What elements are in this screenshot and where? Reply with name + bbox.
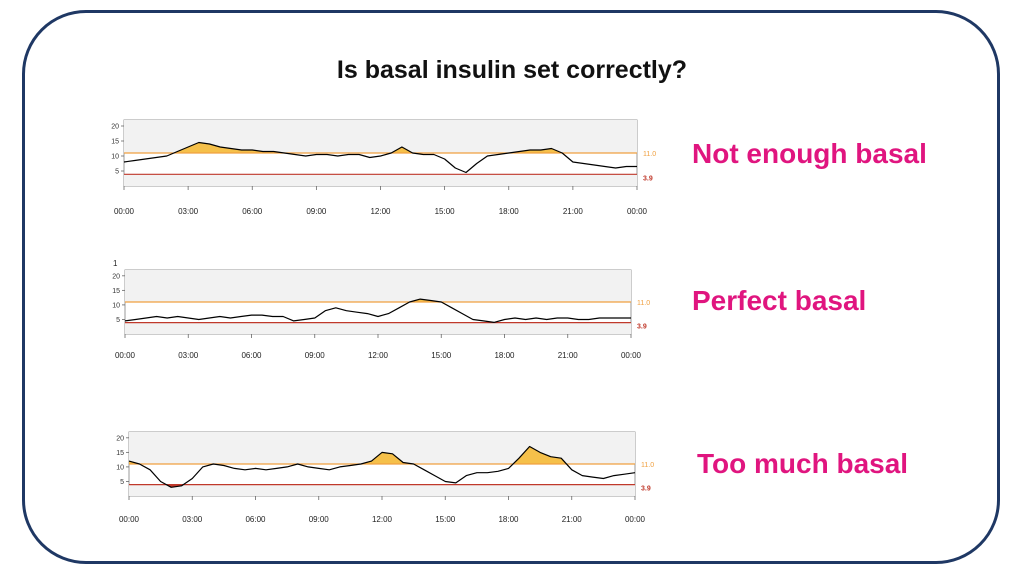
y-tick-label: 20 [112, 273, 120, 280]
caption-not-enough-basal: Not enough basal [692, 138, 927, 169]
upper-target-label: 11.0 [643, 151, 656, 158]
y-tick-label: 20 [116, 435, 124, 442]
x-tick-label: 21:00 [558, 351, 579, 360]
glucose-trace [124, 298, 631, 323]
lower-target-label: 3.9 [643, 175, 653, 182]
y-tick-label: 5 [115, 169, 119, 176]
y-tick-label: 5 [116, 317, 120, 324]
x-tick-label: 03:00 [182, 515, 203, 524]
upper-target-label: 11.0 [637, 300, 650, 307]
y-tick-label: 10 [116, 464, 124, 471]
x-tick-label: 00:00 [119, 515, 140, 524]
x-tick-label: 00:00 [625, 515, 646, 524]
high-band-2 [125, 270, 631, 302]
x-tick-label: 00:00 [621, 351, 642, 360]
glucose-trace [123, 141, 637, 174]
caption-perfect-basal: Perfect basal [692, 285, 867, 316]
y-tick-label: 5 [120, 479, 124, 486]
corner-label: 1 [113, 259, 118, 268]
x-tick-label: 09:00 [309, 515, 330, 524]
high-area-fill [129, 446, 635, 464]
lower-target-label: 3.9 [641, 486, 651, 493]
x-tick-label: 03:00 [178, 351, 199, 360]
x-tick-label: 18:00 [499, 207, 520, 216]
x-tick-label: 12:00 [368, 351, 389, 360]
y-tick-label: 20 [111, 124, 119, 131]
x-tick-label: 06:00 [245, 515, 266, 524]
x-tick-label: 21:00 [562, 515, 583, 524]
y-tick-label: 15 [111, 139, 119, 146]
x-tick-label: 06:00 [242, 207, 263, 216]
x-tick-label: 00:00 [114, 207, 135, 216]
caption-too-much-basal: Too much basal [697, 448, 909, 479]
x-tick-label: 12:00 [370, 207, 391, 216]
x-tick-label: 09:00 [305, 351, 326, 360]
glucose-trace [128, 445, 636, 488]
low-band-3 [129, 484, 635, 496]
x-tick-label: 09:00 [306, 207, 327, 216]
x-tick-label: 03:00 [178, 207, 199, 216]
lower-target-label: 3.9 [637, 324, 647, 331]
y-tick-label: 15 [116, 450, 124, 457]
x-tick-label: 21:00 [563, 207, 584, 216]
x-tick-label: 06:00 [241, 351, 262, 360]
low-band-2 [125, 322, 631, 334]
y-tick-label: 15 [112, 288, 120, 295]
x-tick-label: 18:00 [498, 515, 519, 524]
x-tick-label: 00:00 [115, 351, 136, 360]
upper-target-label: 11.0 [641, 462, 654, 469]
slide-title: Is basal insulin set correctly? [336, 56, 688, 84]
y-tick-label: 10 [112, 302, 120, 309]
x-tick-label: 15:00 [435, 207, 456, 216]
x-tick-label: 12:00 [372, 515, 393, 524]
y-tick-label: 10 [111, 154, 119, 161]
x-tick-label: 00:00 [627, 207, 648, 216]
x-tick-label: 15:00 [431, 351, 452, 360]
x-tick-label: 18:00 [494, 351, 515, 360]
x-tick-label: 15:00 [435, 515, 456, 524]
low-band-1 [124, 174, 637, 186]
